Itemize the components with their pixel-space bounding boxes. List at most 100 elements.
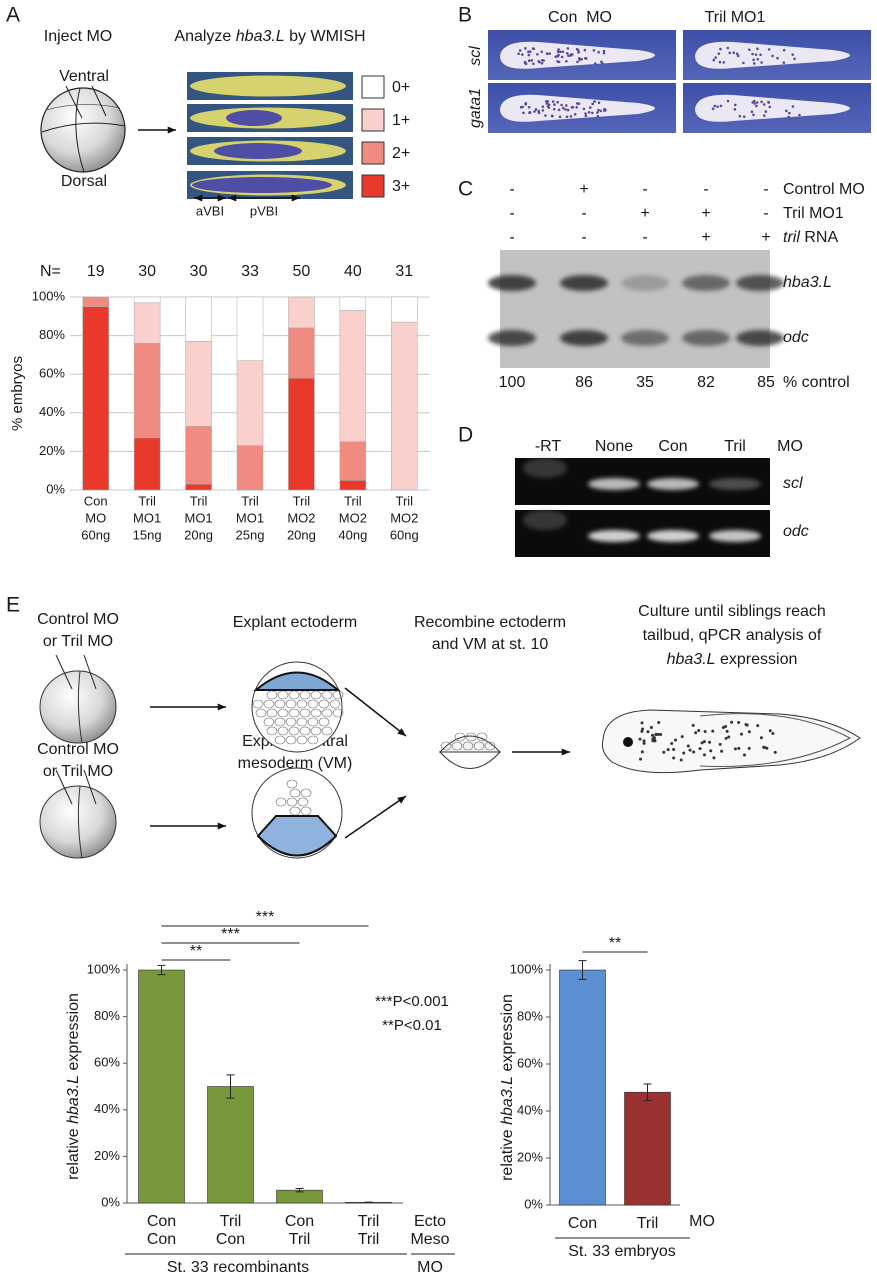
stain-dot [566, 116, 569, 119]
stain-dot [559, 50, 562, 53]
pigment [692, 751, 695, 754]
gel-band [560, 275, 608, 291]
gel-band [588, 530, 640, 542]
pigment [641, 750, 644, 753]
label: Control MO [37, 611, 119, 628]
pigment [639, 738, 642, 741]
y-axis-title-part: relative [499, 1125, 516, 1181]
stain-dot [532, 47, 535, 50]
x-tick-label: 15ng [133, 527, 162, 542]
sign: - [509, 181, 514, 198]
embryo-sketch [41, 88, 125, 172]
legend-label: 3+ [392, 178, 410, 195]
label: Ventral [59, 68, 109, 85]
significance-label: ** [609, 935, 621, 952]
stain-dot [519, 49, 522, 52]
label-part: by WMISH [285, 28, 366, 45]
x-tick-label: 60ng [390, 527, 419, 542]
pigment [734, 747, 737, 750]
pigment [687, 744, 690, 747]
stain-dot [600, 110, 603, 113]
pigment [646, 730, 649, 733]
stain-dot [763, 103, 766, 106]
stain-dot [533, 110, 536, 113]
pigment [719, 743, 722, 746]
x-tick-label: Tril [220, 1213, 242, 1230]
stain [214, 143, 302, 159]
gel-band [709, 478, 761, 490]
n-value: 30 [190, 263, 208, 280]
x-tick-label: Con [147, 1213, 176, 1230]
stain-dot [541, 62, 544, 65]
pigment [769, 729, 772, 732]
gel-glow [523, 510, 567, 530]
stain-dot [753, 62, 756, 65]
stain-dot [719, 48, 722, 51]
x-tick-label: Tril [241, 493, 259, 508]
percent: 100 [499, 374, 526, 391]
y-tick-label: 20% [94, 1148, 120, 1163]
stain-dot [584, 57, 587, 60]
stain-dot [520, 106, 523, 109]
pigment [724, 725, 727, 728]
n-value: 50 [293, 263, 311, 280]
pigment [756, 724, 759, 727]
bar-segment [340, 297, 366, 311]
stain-dot [792, 105, 795, 108]
stain-dot [565, 104, 568, 107]
stain-dot [551, 114, 554, 117]
stain-dot [537, 60, 540, 63]
stain-dot [560, 104, 563, 107]
stain-dot [727, 47, 730, 50]
stain-dot [557, 48, 560, 51]
sign: + [640, 205, 649, 222]
bar-segment [134, 303, 160, 344]
column-label: Tril MO1 [705, 9, 766, 26]
bar-segment [288, 378, 314, 490]
bar-segment [186, 484, 212, 490]
recombinant-bottom [440, 752, 500, 769]
sign: - [703, 181, 708, 198]
bar-segment [134, 438, 160, 490]
stain-dot [752, 114, 755, 117]
gel-band [621, 275, 669, 291]
stain-dot [728, 52, 731, 55]
arrow-head [218, 822, 226, 829]
stain-dot [712, 107, 715, 110]
pigment [672, 757, 675, 760]
x-tick-label: Con [84, 493, 108, 508]
lane-label: Con [658, 438, 687, 455]
stain-dot [528, 59, 531, 62]
row-label-part: Control MO [783, 181, 865, 198]
y-axis-title: % embryos [9, 356, 26, 431]
bar-segment [186, 297, 212, 341]
x-tick-label: MO1 [133, 510, 161, 525]
significance-label: *** [256, 909, 275, 926]
y-tick-label: 60% [94, 1055, 120, 1070]
row-label-part: RNA [800, 229, 839, 246]
label: tailbud, qPCR analysis of [643, 627, 822, 644]
x-tick-label: Tril [289, 1231, 311, 1248]
gel-band [736, 330, 784, 346]
embryo-photo [190, 76, 346, 97]
bar-segment [391, 297, 417, 322]
pigment [730, 721, 733, 724]
label: Dorsal [61, 173, 107, 190]
stain-dot [546, 52, 549, 55]
bar-segment [186, 341, 212, 426]
x-tick-label: MO1 [184, 510, 212, 525]
stain-dot [528, 106, 531, 109]
stain-dot [593, 100, 596, 103]
stain-dot [544, 114, 547, 117]
vm-region [258, 816, 336, 856]
stain-dot [588, 111, 591, 114]
arrow-head [218, 703, 226, 710]
arrow [345, 688, 406, 736]
y-axis-title-part: expression [499, 994, 516, 1076]
y-tick-label: 40% [39, 404, 65, 419]
stain-dot [570, 54, 573, 57]
stain-dot [753, 102, 756, 105]
stain-dot [798, 114, 801, 117]
sign: - [763, 181, 768, 198]
